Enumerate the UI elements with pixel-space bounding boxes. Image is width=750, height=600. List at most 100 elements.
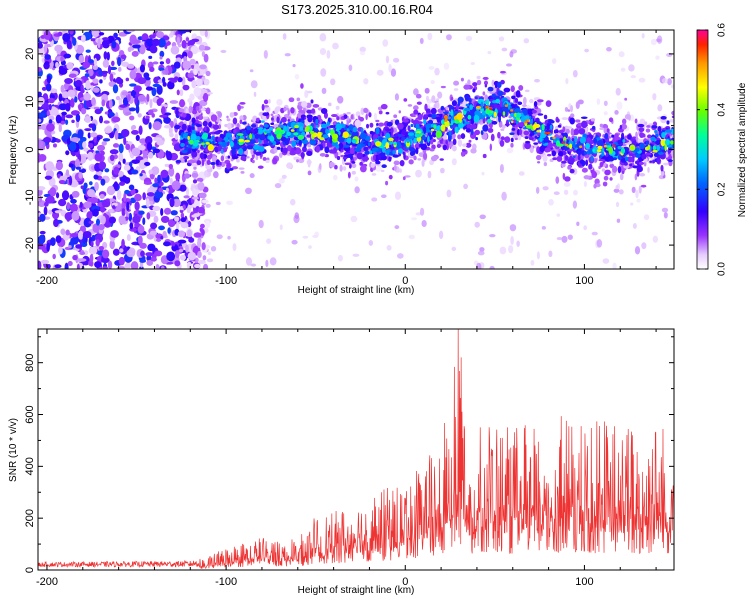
spectrogram-blob xyxy=(100,70,109,74)
spectrogram-blob xyxy=(484,94,489,101)
spectrogram-blob xyxy=(561,163,566,168)
spectrogram-blob xyxy=(55,161,63,171)
spectrogram-blob xyxy=(147,243,156,252)
spectrogram-blob xyxy=(430,128,435,132)
spectrogram-blob xyxy=(131,50,139,57)
spectrogram-blob xyxy=(493,111,497,118)
spectrogram-blob xyxy=(138,210,145,215)
spectrogram-blob xyxy=(58,93,63,102)
spectrogram-blob xyxy=(145,252,154,257)
spectrogram-blob xyxy=(430,155,438,162)
spectrogram-blob xyxy=(548,199,554,206)
spectrogram-blob xyxy=(445,106,449,111)
spectrogram-blob xyxy=(506,63,512,67)
spectrogram-blob xyxy=(55,61,59,68)
spectrogram-blob xyxy=(529,98,534,104)
spectrogram-blob xyxy=(72,254,78,261)
spectrogram-blob xyxy=(87,132,91,139)
spectrogram-blob xyxy=(254,133,260,140)
spectrogram-blob xyxy=(206,258,214,263)
spectrogram-blob xyxy=(197,250,202,259)
spectrogram-blob xyxy=(65,169,70,177)
spectrogram-blob xyxy=(242,121,247,125)
spectrogram-blob xyxy=(306,159,312,165)
spectrogram-blob xyxy=(177,239,187,244)
spectrogram-blob xyxy=(128,184,135,191)
spectrogram-blob xyxy=(645,140,650,145)
spectrogram-blob xyxy=(385,149,390,156)
spectrogram-blob xyxy=(524,89,530,93)
spectrogram-blob xyxy=(48,209,53,215)
spectrogram-blob xyxy=(152,83,161,88)
spectrogram-blob xyxy=(553,191,560,195)
spectrogram-blob xyxy=(338,136,345,143)
spectrogram-blob xyxy=(477,250,485,256)
spectrogram-blob xyxy=(139,259,147,263)
spectrogram-blob xyxy=(656,144,661,152)
spectrogram-blob xyxy=(312,103,320,108)
spectrogram-blob xyxy=(315,145,321,153)
spectrogram-blob xyxy=(562,172,566,180)
spectrogram-blob xyxy=(128,107,137,112)
spectrogram-blob xyxy=(314,231,320,238)
spectrogram-blob xyxy=(199,64,207,70)
spectrogram-blob xyxy=(599,127,605,130)
spectrogram-blob xyxy=(246,156,250,159)
spectrogram-blob xyxy=(617,139,622,145)
spectrogram-blob xyxy=(614,110,619,115)
spectrogram-blob xyxy=(69,203,78,213)
spectrogram-blob xyxy=(378,122,385,127)
spectrogram-blob xyxy=(396,253,404,259)
spectrogram-blob xyxy=(556,213,561,217)
spectrogram-blob xyxy=(266,142,274,146)
spectrogram-blob xyxy=(629,144,636,151)
spectrogram-blob xyxy=(92,223,100,233)
snr-x-tick-label: 0 xyxy=(402,576,408,588)
spectrogram-blob xyxy=(108,99,113,109)
spectrogram-blob xyxy=(144,161,151,166)
spectrogram-blob xyxy=(152,183,160,188)
spectrogram-blob xyxy=(443,62,450,70)
spectrogram-blob xyxy=(350,215,358,223)
spectrogram-blob xyxy=(524,140,531,144)
spectrogram-blob xyxy=(529,145,534,154)
spectrogram-blob xyxy=(66,39,72,49)
spectrogram-blob xyxy=(630,75,637,79)
spectrogram-x-tick-label: 0 xyxy=(402,275,408,287)
spectrogram-blob xyxy=(458,122,464,129)
spectrogram-blob xyxy=(134,96,138,105)
spectrogram-blob xyxy=(432,130,437,138)
spectrogram-blob xyxy=(91,30,100,38)
spectrogram-blob xyxy=(518,85,524,91)
spectrogram-blob xyxy=(270,122,275,126)
spectrogram-blob xyxy=(363,107,369,113)
spectrogram-blob xyxy=(112,205,116,209)
spectrogram-blob xyxy=(98,32,105,36)
spectrogram-blob xyxy=(101,99,106,107)
spectrogram-blob xyxy=(244,139,251,143)
spectrogram-blob xyxy=(136,86,140,97)
spectrogram-blob xyxy=(273,145,278,153)
spectrogram-blob xyxy=(491,79,495,87)
spectrogram-blob xyxy=(499,246,507,255)
spectrogram-blob xyxy=(186,186,190,197)
spectrogram-blob xyxy=(261,103,265,111)
spectrogram-blob xyxy=(661,207,669,213)
spectrogram-blob xyxy=(656,157,661,165)
spectrogram-blob xyxy=(195,116,200,120)
spectrogram-blob xyxy=(70,198,77,204)
spectrogram-blob xyxy=(464,107,470,112)
spectrogram-blob xyxy=(348,124,354,132)
spectrogram-blob xyxy=(108,208,115,213)
spectrogram-blob xyxy=(154,250,163,257)
spectrogram-blob xyxy=(567,109,571,112)
spectrogram-blob xyxy=(604,132,609,140)
spectrogram-blob xyxy=(91,97,96,106)
spectrogram-blob xyxy=(362,156,368,162)
spectrogram-blob xyxy=(187,72,195,79)
figure-title: S173.2025.310.00.16.R04 xyxy=(281,2,433,17)
spectrogram-blob xyxy=(218,161,222,166)
spectrogram-blob xyxy=(88,142,94,149)
spectrogram-blob xyxy=(157,174,161,184)
spectrogram-blob xyxy=(585,159,589,166)
